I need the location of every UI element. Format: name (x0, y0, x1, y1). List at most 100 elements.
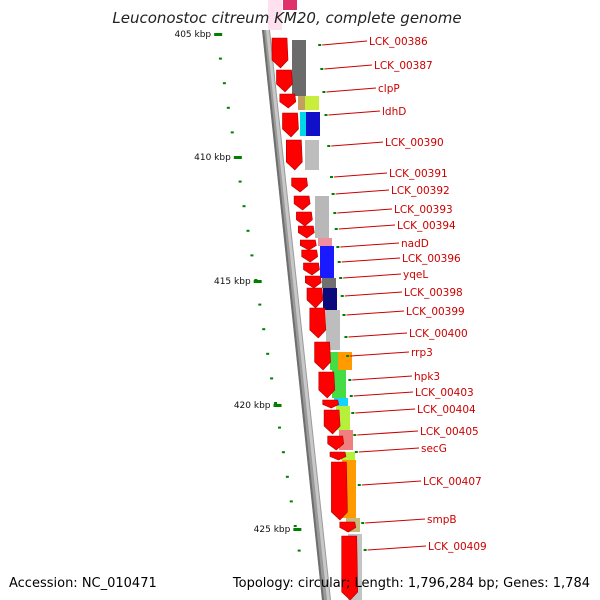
gene-label: clpP (378, 83, 400, 95)
gene-anchor-dot (320, 68, 324, 70)
gene-arrow (303, 262, 320, 276)
gene-label-layer: LCK_00386 LCK_00387 clpP ldhD LCK_00390 LCK_0… (318, 36, 487, 553)
scale-tick-mark (238, 180, 242, 183)
gene-leader-line (322, 40, 368, 46)
scale-tick-mark (226, 106, 230, 109)
accession-text: Accession: NC_010471 (9, 576, 157, 591)
gene-arrow (301, 249, 319, 263)
scale-tick-mark (230, 131, 234, 134)
feature-block (318, 238, 332, 246)
gene-anchor-dot (336, 246, 340, 248)
gene-arrow (296, 211, 313, 227)
gene-anchor-dot (330, 176, 334, 178)
gene-label: LCK_00399 (406, 306, 465, 318)
gene-arrow (323, 409, 341, 435)
gene-anchor-dot (334, 228, 338, 230)
scale-tick-label: 405 kbp (174, 30, 211, 40)
gene-arrow-layer (271, 37, 359, 600)
gene-arrow (339, 521, 357, 533)
gene-arrow (304, 275, 322, 289)
gene-leader-line (340, 242, 400, 248)
scale-major-tick (214, 33, 223, 36)
gene-anchor-dot (340, 295, 344, 297)
gene-anchor-dot (361, 522, 365, 524)
gene-anchor-dot (353, 434, 357, 436)
gene-anchor-dot (318, 44, 322, 46)
gene-leader-line (337, 208, 393, 214)
gene-arrow (271, 37, 289, 69)
scale-tick-mark (222, 82, 226, 85)
gene-anchor-dot (344, 336, 348, 338)
gene-label: LCK_00409 (428, 541, 487, 553)
feature-block-layer (292, 40, 362, 600)
scale-tick-mark (246, 229, 250, 232)
gene-leader-line (341, 257, 401, 263)
scale-tick-mark (266, 352, 270, 355)
gene-leader-line (358, 447, 420, 453)
gene-label: LCK_00396 (402, 253, 461, 265)
gene-anchor-dot (337, 261, 341, 263)
feature-block (315, 196, 329, 238)
gene-label: LCK_00390 (385, 137, 444, 149)
gene-label: hpk3 (414, 371, 440, 383)
gene-leader-line (344, 291, 403, 297)
gene-anchor-dot (357, 484, 361, 486)
feature-block (341, 452, 355, 460)
gene-label: LCK_00405 (420, 426, 479, 438)
gene-label: LCK_00398 (404, 287, 463, 299)
scale-tick-mark (218, 57, 222, 60)
gene-leader-line (352, 375, 413, 381)
scale-tick-mark (270, 377, 274, 380)
gene-leader-line (328, 110, 381, 116)
scale-major-tick (293, 528, 302, 531)
gene-anchor-dot (339, 277, 343, 279)
gene-leader-line (346, 310, 405, 316)
gene-arrow (329, 451, 347, 461)
gene-label: LCK_00391 (389, 168, 448, 180)
gene-arrow (282, 112, 299, 138)
gene-leader-line (338, 224, 396, 230)
gene-arrow (309, 307, 327, 339)
gene-arrow (279, 93, 297, 109)
scale-major-tick (273, 404, 282, 407)
gene-anchor-dot (351, 412, 355, 414)
gene-anchor-dot (348, 379, 352, 381)
feature-block (292, 40, 306, 96)
gene-label: rrp3 (411, 347, 433, 359)
gene-arrow (341, 535, 359, 600)
scale-tick-mark (250, 254, 254, 257)
gene-leader-line (353, 391, 414, 397)
scale-tick-label: 410 kbp (194, 153, 231, 163)
gene-label: ldhD (382, 106, 406, 118)
gene-anchor-dot (322, 91, 326, 93)
scale-tick-mark (285, 475, 289, 478)
feature-block (322, 278, 336, 288)
gene-anchor-dot (333, 212, 337, 214)
scale-tick-mark (293, 525, 297, 527)
gene-anchor-dot (354, 451, 358, 453)
backbone-shadow (262, 30, 324, 600)
gene-arrow (285, 139, 303, 171)
top-feature-magenta (283, 0, 297, 10)
scale-tick-label: 425 kbp (254, 525, 291, 535)
gene-leader-line (331, 141, 384, 147)
gene-leader-line (326, 87, 377, 93)
gene-label: secG (421, 443, 447, 455)
gene-leader-line (350, 351, 410, 357)
gene-anchor-dot (342, 314, 346, 316)
gene-arrow (297, 225, 315, 239)
gene-arrow (306, 287, 324, 309)
gene-label: LCK_00393 (394, 204, 453, 216)
gene-label: LCK_00403 (415, 387, 474, 399)
map-title: Leuconostoc citreum KM20, complete genom… (112, 9, 461, 27)
scale-tick-label: 415 kbp (214, 277, 251, 287)
scale-tick-mark (277, 426, 281, 429)
gene-arrow (276, 69, 293, 93)
gene-leader-line (361, 480, 422, 486)
feature-block (305, 140, 319, 170)
gene-label: LCK_00386 (369, 36, 428, 48)
feature-block (326, 310, 340, 350)
backbone-highlight (266, 30, 330, 600)
gene-arrow (318, 371, 336, 399)
